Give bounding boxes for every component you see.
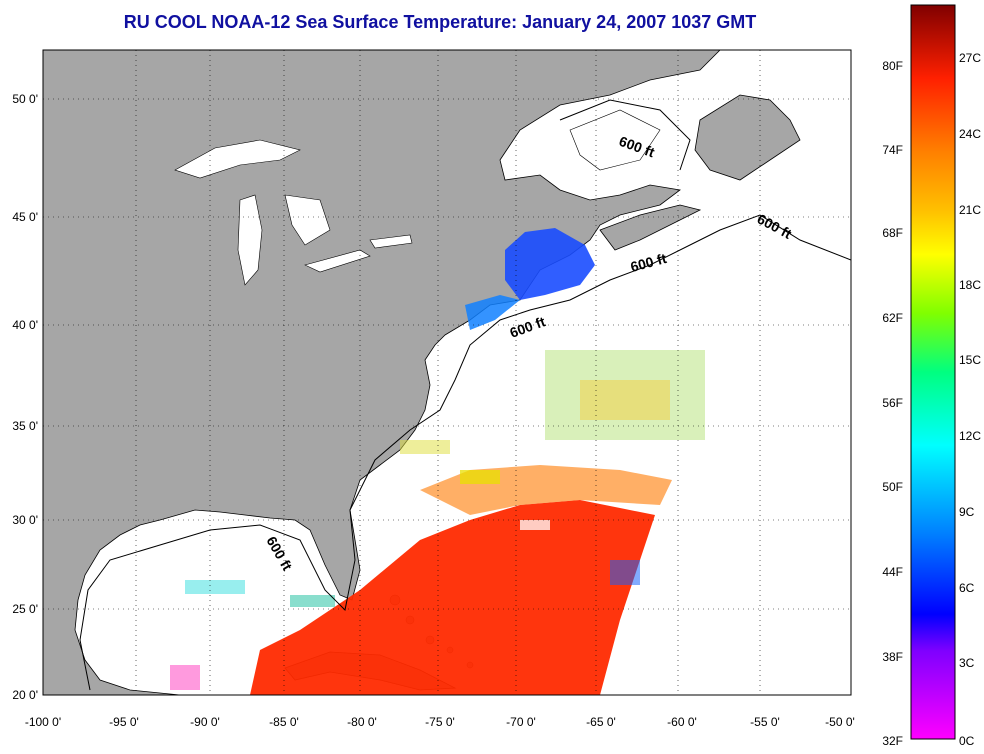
colorbar-f-label: 80F bbox=[882, 59, 903, 73]
sst-cold-gulf-of-maine bbox=[505, 228, 595, 300]
colorbar-c-label: 18C bbox=[959, 278, 981, 292]
colorbar-f-label: 38F bbox=[882, 650, 903, 664]
sst-cold-coastal bbox=[465, 295, 520, 330]
lat-tick-label: 35 0' bbox=[12, 419, 38, 433]
colorbar-f-label: 62F bbox=[882, 311, 903, 325]
lat-tick-label: 25 0' bbox=[12, 602, 38, 616]
lake-ontario bbox=[369, 234, 413, 249]
lon-tick-label: -60 0' bbox=[667, 715, 697, 729]
lon-tick-label: -50 0' bbox=[825, 715, 855, 729]
map-border bbox=[42, 49, 852, 696]
colorbar-f-label: 56F bbox=[882, 396, 903, 410]
colorbar-c-label: 0C bbox=[959, 734, 975, 748]
lon-tick-label: -85 0' bbox=[269, 715, 299, 729]
lat-tick-label: 50 0' bbox=[12, 92, 38, 106]
lake-michigan bbox=[237, 194, 263, 286]
lon-tick-label: -55 0' bbox=[750, 715, 780, 729]
colorbar bbox=[910, 4, 956, 740]
colorbar-c-label: 15C bbox=[959, 353, 981, 367]
colorbar-f-label: 50F bbox=[882, 480, 903, 494]
map-layers bbox=[43, 50, 851, 695]
lake-huron bbox=[284, 194, 331, 246]
lon-tick-label: -95 0' bbox=[109, 715, 139, 729]
lat-tick-label: 30 0' bbox=[12, 513, 38, 527]
nova-scotia bbox=[599, 204, 702, 251]
north-america-landmass bbox=[43, 50, 721, 695]
lat-tick-label: 20 0' bbox=[12, 688, 38, 702]
contour-600ft-north bbox=[559, 99, 691, 171]
colorbar-c-label: 24C bbox=[959, 127, 981, 141]
colorbar-f-label: 74F bbox=[882, 143, 903, 157]
colorbar-c-label: 6C bbox=[959, 581, 975, 595]
lat-tick-label: 45 0' bbox=[12, 210, 38, 224]
lon-tick-label: -75 0' bbox=[425, 715, 455, 729]
sst-warm-region bbox=[250, 500, 655, 695]
map-title: RU COOL NOAA-12 Sea Surface Temperature:… bbox=[123, 12, 757, 32]
newfoundland bbox=[694, 94, 801, 181]
colorbar-c-label: 21C bbox=[959, 203, 981, 217]
contour-600ft bbox=[79, 214, 851, 691]
lake-erie bbox=[304, 249, 371, 273]
colorbar-f-label: 44F bbox=[882, 565, 903, 579]
colorbar-f-label: 68F bbox=[882, 226, 903, 240]
sst-speckles bbox=[170, 350, 705, 690]
lon-tick-label: -65 0' bbox=[586, 715, 616, 729]
lon-tick-label: -80 0' bbox=[347, 715, 377, 729]
colorbar-c-label: 27C bbox=[959, 51, 981, 65]
colorbar-c-label: 3C bbox=[959, 656, 975, 670]
colorbar-c-label: 12C bbox=[959, 429, 981, 443]
lon-tick-label: -70 0' bbox=[506, 715, 536, 729]
lon-tick-label: -100 0' bbox=[25, 715, 61, 729]
lat-tick-label: 40 0' bbox=[12, 318, 38, 332]
lon-tick-labels: -100 0' -95 0' -90 0' -85 0' -80 0' -75 … bbox=[25, 715, 855, 729]
colorbar-c-label: 9C bbox=[959, 505, 975, 519]
lat-tick-labels: 50 0' 45 0' 40 0' 35 0' 30 0' 25 0' 20 0… bbox=[12, 92, 38, 702]
lake-superior bbox=[174, 139, 301, 179]
colorbar-f-labels: 80F 74F 68F 62F 56F 50F 44F 38F 32F bbox=[882, 59, 903, 748]
lon-tick-label: -90 0' bbox=[190, 715, 220, 729]
colorbar-c-labels: 27C 24C 21C 18C 15C 12C 9C 6C 3C 0C bbox=[959, 51, 981, 748]
colorbar-f-label: 32F bbox=[882, 734, 903, 748]
gulf-st-lawrence bbox=[569, 109, 661, 171]
